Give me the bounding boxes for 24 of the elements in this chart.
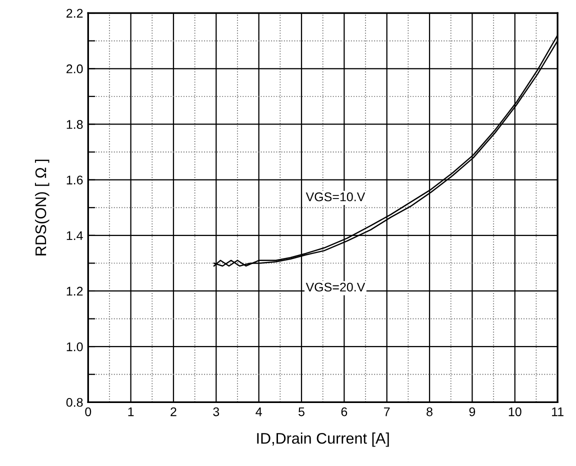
- x-tick-label: 3: [213, 407, 220, 416]
- series-label: VGS=10.V: [306, 192, 366, 202]
- x-tick-label: 4: [256, 407, 262, 416]
- x-tick-label: 6: [341, 407, 348, 416]
- y-tick-label: 0.8: [66, 398, 83, 407]
- y-tick-label: 1.8: [66, 120, 83, 129]
- y-tick-label: 2.2: [66, 8, 83, 18]
- x-axis-title: ID,Drain Current [A]: [257, 432, 389, 447]
- x-tick-label: 0: [85, 407, 92, 416]
- text: VGS=20.V: [306, 282, 366, 292]
- y-axis-title: RDS(ON) [ Ω ]: [34, 160, 50, 256]
- x-tick-label: 9: [469, 407, 476, 416]
- x-tick-label: 5: [298, 407, 304, 416]
- x-tick-label: 2: [170, 407, 176, 416]
- y-tick-label: 1.0: [66, 342, 83, 352]
- y-tick-label: 1.6: [66, 176, 83, 184]
- x-tick-label: 10: [508, 407, 522, 416]
- y-tick-label: 2.0: [66, 64, 83, 74]
- x-tick-label: 11: [552, 407, 564, 416]
- x-tick-label: 7: [384, 407, 390, 416]
- y-tick-label: 1.2: [66, 286, 83, 296]
- y-tick-label: 1.4: [66, 231, 83, 240]
- x-tick-label: 1: [128, 407, 134, 416]
- x-tick-label: 8: [426, 407, 432, 416]
